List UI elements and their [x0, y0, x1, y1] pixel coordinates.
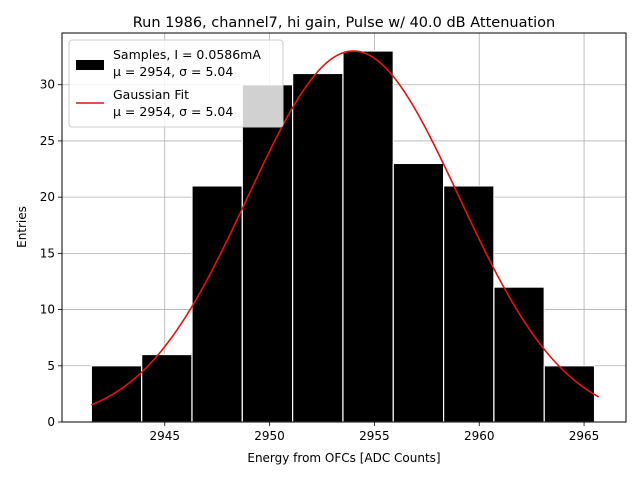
legend-label-fit: Gaussian Fit — [113, 87, 189, 102]
histogram-bar — [191, 185, 243, 423]
histogram-bar — [292, 72, 344, 423]
y-tick-label: 30 — [40, 78, 55, 92]
x-tick-label: 2955 — [359, 429, 390, 443]
legend-swatch-samples — [76, 60, 104, 70]
y-tick-label: 10 — [40, 303, 55, 317]
legend: Samples, I = 0.0586mA μ = 2954, σ = 5.04… — [68, 39, 284, 128]
y-tick-label: 20 — [40, 190, 55, 204]
histogram-bar — [442, 185, 495, 423]
histogram-bar — [543, 365, 596, 423]
histogram-bar — [141, 353, 193, 423]
histogram-bar — [392, 162, 445, 423]
histogram-bar — [90, 365, 143, 423]
axis-ticks: 2945 2950 2955 2960 2965 0 5 10 15 20 25 30 — [40, 78, 600, 443]
x-tick-label: 2965 — [569, 429, 600, 443]
y-tick-label: 5 — [47, 359, 55, 373]
y-tick-label: 25 — [40, 134, 55, 148]
chart-title: Run 1986, channel7, hi gain, Pulse w/ 40… — [133, 15, 556, 31]
x-tick-label: 2950 — [254, 429, 285, 443]
legend-stats-fit: μ = 2954, σ = 5.04 — [113, 104, 233, 119]
x-tick-label: 2960 — [464, 429, 495, 443]
histogram-bar — [241, 84, 294, 423]
y-axis-label: Entries — [15, 206, 29, 248]
y-tick-label: 0 — [47, 415, 55, 429]
y-tick-label: 15 — [40, 246, 55, 260]
x-tick-label: 2945 — [149, 429, 180, 443]
legend-box — [68, 39, 284, 128]
plot-frame — [61, 32, 627, 423]
gaussian-fit-curve — [91, 50, 600, 406]
x-axis-label: Energy from OFCs [ADC Counts] — [247, 451, 440, 465]
legend-stats-samples: μ = 2954, σ = 5.04 — [113, 64, 233, 79]
legend-label-samples: Samples, I = 0.0586mA — [113, 47, 261, 62]
histogram-bar — [493, 286, 545, 423]
histogram-bar — [342, 50, 394, 423]
